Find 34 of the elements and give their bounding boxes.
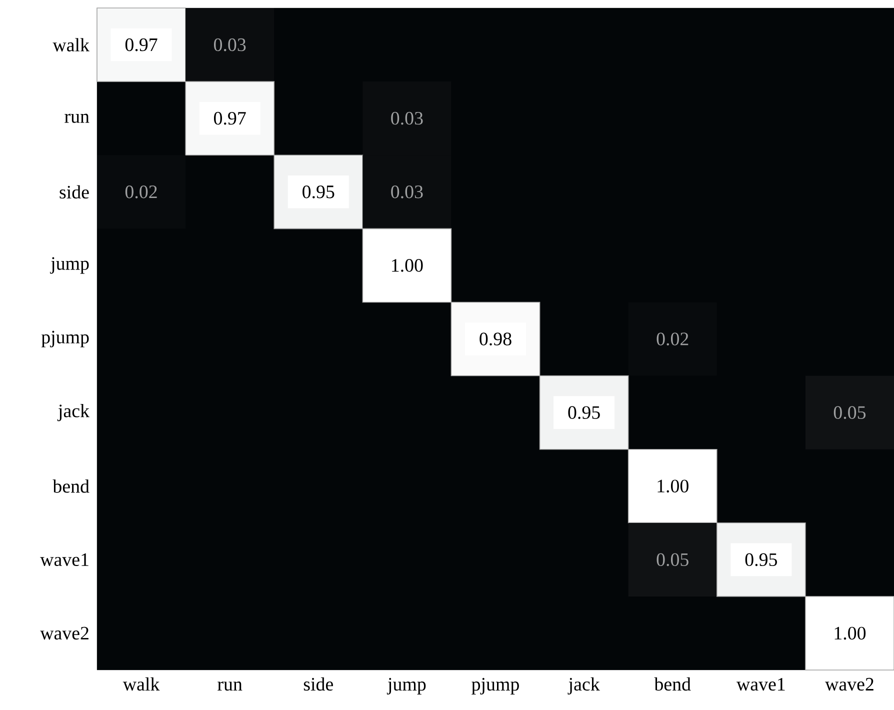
data-label: 0.98: [480, 332, 512, 346]
y-tick-label: pjump: [41, 330, 89, 348]
data-label: 0.95: [745, 553, 777, 566]
data-label: 0.03: [391, 185, 423, 198]
x-tick-label: jack: [568, 677, 600, 694]
y-tick-label: wave2: [40, 626, 88, 640]
y-tick-label: jack: [57, 404, 90, 422]
data-label: 0.97: [214, 112, 246, 125]
x-tick-label: side: [304, 677, 333, 691]
data-label: 0.02: [125, 185, 157, 198]
y-tick-label: jump: [50, 257, 89, 274]
y-tick-label: run: [64, 114, 90, 123]
data-label: 1.00: [392, 259, 423, 272]
x-tick-label: wave2: [825, 678, 874, 691]
data-label: 0.05: [834, 406, 866, 419]
x-tick-label: pjump: [472, 678, 519, 694]
x-tick-label: run: [218, 682, 242, 691]
data-label: 0.03: [391, 112, 423, 125]
data-label: 0.95: [568, 406, 600, 419]
y-tick-label: wave1: [40, 553, 88, 566]
data-label: 0.03: [214, 38, 246, 52]
y-tick-label: walk: [52, 38, 90, 52]
data-label: 0.02: [656, 332, 688, 346]
data-label: 0.97: [125, 38, 158, 52]
data-label: 0.95: [302, 185, 334, 198]
x-tick-label: walk: [122, 677, 160, 691]
data-label: 1.00: [658, 480, 688, 493]
x-tick-label: bend: [654, 677, 691, 691]
y-tick-label: side: [60, 185, 89, 199]
x-tick-label: wave1: [736, 678, 785, 691]
x-tick-label: jump: [386, 678, 426, 694]
data-label: 1.00: [834, 626, 866, 640]
y-tick-label: bend: [52, 479, 90, 493]
data-label: 0.05: [656, 553, 688, 566]
